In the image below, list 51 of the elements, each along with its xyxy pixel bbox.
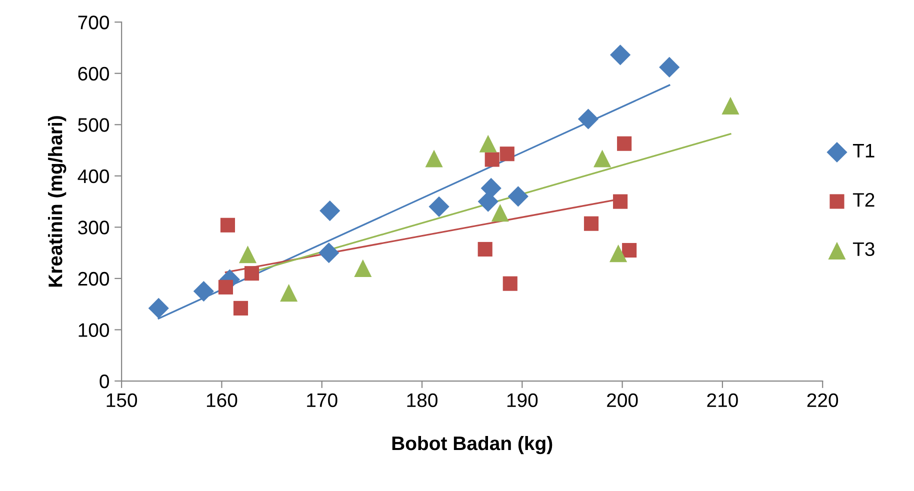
legend-label: T1: [852, 144, 874, 158]
point: [500, 146, 514, 162]
point: [491, 204, 509, 222]
point: [233, 300, 248, 316]
point: [218, 280, 233, 294]
point: [320, 200, 340, 222]
point: [193, 280, 214, 302]
x-tick-label: 180: [407, 393, 438, 408]
point: [478, 242, 492, 257]
point: [508, 186, 528, 207]
x-tick-label: 160: [206, 393, 238, 408]
y-tick-label: 500: [78, 118, 109, 132]
point: [584, 216, 599, 231]
point: [425, 150, 443, 168]
point: [578, 108, 599, 130]
y-tick-label: 0: [100, 374, 109, 388]
x-axis-title: Bobot Badan (kg): [392, 436, 552, 454]
x-tick-label: 210: [707, 393, 738, 408]
point: [280, 284, 298, 302]
y-axis-title: Kreatinin (mg/hari): [48, 116, 66, 287]
point: [318, 242, 340, 264]
y-tick-label: 100: [78, 323, 109, 337]
point: [244, 266, 260, 281]
point: [622, 242, 637, 258]
point: [610, 44, 631, 66]
legend-label: T2: [852, 193, 874, 207]
x-tick-label: 200: [607, 393, 638, 408]
point: [617, 136, 632, 151]
point: [238, 246, 257, 264]
y-tick-label: 600: [78, 66, 109, 81]
point: [479, 134, 497, 152]
point: [613, 194, 628, 209]
point: [484, 152, 500, 167]
point: [659, 56, 680, 78]
point: [354, 259, 372, 277]
legend-label: T3: [852, 242, 874, 256]
point: [428, 196, 450, 217]
point: [593, 150, 612, 168]
x-tick-label: 220: [807, 393, 838, 408]
point: [502, 276, 518, 291]
point: [148, 298, 169, 319]
x-tick-label: 190: [507, 393, 538, 408]
y-tick-label: 200: [78, 272, 109, 286]
x-tick-label: 170: [307, 393, 338, 408]
y-tick-label: 400: [78, 169, 109, 184]
y-tick-label: 700: [78, 16, 109, 30]
y-tick-label: 300: [78, 220, 109, 234]
point: [722, 96, 740, 114]
point: [610, 244, 628, 262]
x-tick-label: 150: [106, 393, 138, 408]
point: [220, 218, 236, 232]
